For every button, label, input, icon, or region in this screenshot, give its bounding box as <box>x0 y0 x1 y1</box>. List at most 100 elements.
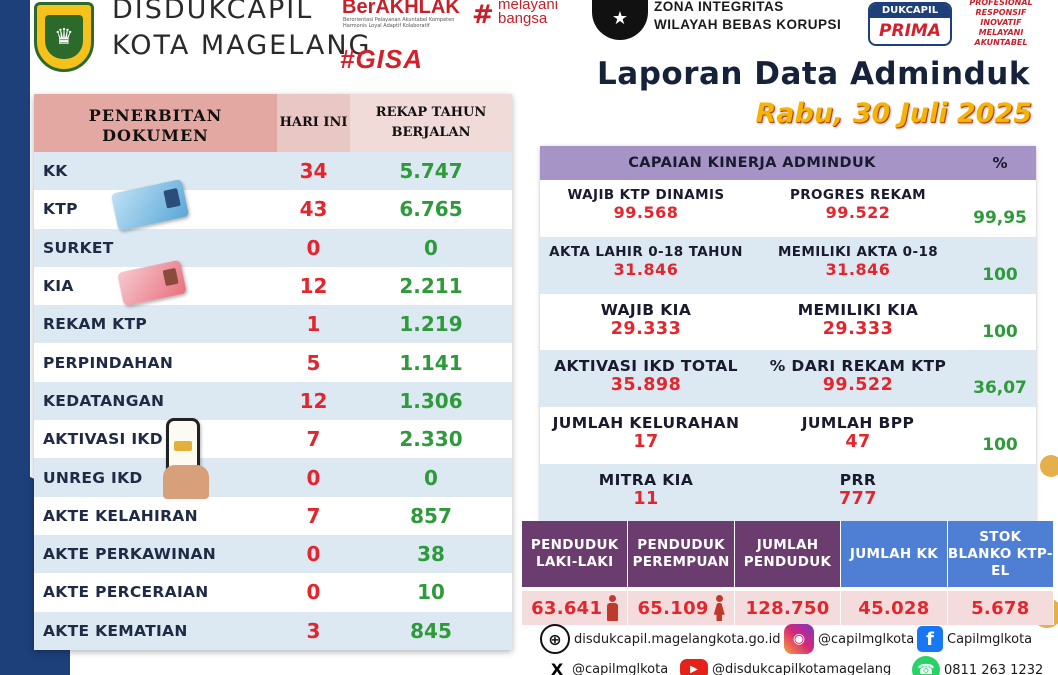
performance-table: CAPAIAN KINERJA ADMINDUK % WAJIB KTP DIN… <box>540 146 1036 521</box>
doc-ytd: 2.330 <box>399 427 463 452</box>
website-text: disdukcapil.magelangkota.go.id <box>574 631 781 647</box>
performance-row: JUMLAH KELURAHAN 17 JUMLAH BPP 47 100 <box>540 407 1036 464</box>
doc-today: 34 <box>299 159 328 184</box>
table-row: UNREG IKD 0 0 <box>34 458 512 497</box>
metric-label: JUMLAH KELURAHAN <box>552 414 740 433</box>
facebook-link[interactable]: f Capilmglkota <box>917 626 1032 652</box>
whatsapp-text: 0811 263 1232 <box>944 662 1044 675</box>
metric-label: PROGRES REKAM <box>789 187 927 203</box>
doc-today: 7 <box>306 503 321 528</box>
metric-value: 31.846 <box>825 259 891 279</box>
dukcapil-prima-logo: DUKCAPIL PRIMA <box>868 2 952 46</box>
doc-today: 0 <box>306 542 321 567</box>
youtube-icon: ▶ <box>680 659 708 675</box>
x-icon: X <box>546 658 568 675</box>
metric-value: 47 <box>845 432 871 453</box>
metric-label: WAJIB KIA <box>600 300 692 319</box>
metric-label: MEMILIKI AKTA 0-18 <box>777 243 939 260</box>
performance-row: AKTIVASI IKD TOTAL 35.898 % DARI REKAM KT… <box>540 350 1036 408</box>
table-row: AKTE PERCERAIAN 0 10 <box>34 573 512 612</box>
doc-today: 43 <box>299 197 328 222</box>
table-row: AKTE KELAHIRAN 7 857 <box>34 496 512 535</box>
prima-values: PROFESIONAL RESPONSIF INOVATIF MELAYANI … <box>969 0 1033 47</box>
berakhlak-tagline: Berorientasi Pelayanan Akuntabel Kompete… <box>343 17 455 29</box>
prima-top: DUKCAPIL <box>870 4 950 18</box>
globe-icon: ⊕ <box>540 624 570 654</box>
doc-ytd: 6.765 <box>399 197 463 222</box>
metric-value: 99.522 <box>825 203 891 222</box>
metric-value: 17 <box>633 432 659 453</box>
facebook-icon: f <box>917 626 943 652</box>
female-icon <box>713 595 725 621</box>
performance-row: WAJIB KTP DINAMIS 99.568 PROGRES REKAM 99.… <box>540 180 1036 237</box>
pop-header-blanko: STOK BLANKO KTP-EL <box>947 521 1055 587</box>
metric-label: JUMLAH BPP <box>801 414 915 433</box>
population-summary: PENDUDUK LAKI-LAKI PENDUDUK PEREMPUAN JU… <box>522 521 1055 625</box>
youtube-link[interactable]: ▶ @disdukcapilkotamagelang <box>680 659 891 675</box>
metric-label: AKTIVASI IKD TOTAL <box>554 357 738 376</box>
doc-name: SURKET <box>43 238 114 257</box>
performance-pct-header: % <box>992 154 1008 172</box>
metric-value: 99.522 <box>822 375 894 396</box>
report-title: Laporan Data Adminduk <box>597 56 1030 92</box>
doc-name: AKTE KELAHIRAN <box>43 506 198 525</box>
report-date: Rabu, 30 Juli 2025 <box>755 98 1032 129</box>
zona-integritas-text: ZONA INTEGRITAS WILAYAH BEBAS KORUPSI <box>654 0 841 34</box>
table-row: AKTIVASI IKD 7 2.330 <box>34 420 512 459</box>
performance-header: CAPAIAN KINERJA ADMINDUK % <box>540 146 1036 180</box>
doc-ytd: 38 <box>417 542 445 567</box>
pop-header-total: JUMLAH PENDUDUK <box>734 521 842 587</box>
table-row: SURKET 0 0 <box>34 228 512 267</box>
website-link[interactable]: ⊕ disdukcapil.magelangkota.go.id <box>540 624 781 654</box>
pop-header-kk: JUMLAH KK <box>841 521 948 587</box>
doc-ytd: 10 <box>417 580 445 605</box>
instagram-link[interactable]: ◉ @capilmglkota <box>784 624 914 654</box>
doc-name: KTP <box>43 200 78 219</box>
metric-value: 777 <box>838 488 878 509</box>
doc-name: AKTIVASI IKD <box>43 430 163 449</box>
doc-name: KIA <box>43 277 74 296</box>
decor-dot <box>1040 455 1058 477</box>
col-header-document: PENERBITAN DOKUMEN <box>34 94 277 152</box>
doc-ytd: 857 <box>410 503 452 528</box>
org-name: DISDUKCAPIL KOTA MAGELANG <box>112 0 371 64</box>
doc-today: 3 <box>306 618 321 643</box>
metric-value: 29.333 <box>822 318 894 339</box>
pop-value-female: 65.109 <box>628 591 735 625</box>
pop-value-male: 63.641 <box>522 591 629 625</box>
contact-footer: ⊕ disdukcapil.magelangkota.go.id ◉ @capilm… <box>540 624 1058 675</box>
doc-ytd: 1.141 <box>399 350 463 375</box>
table-row: AKTE PERKAWINAN 0 38 <box>34 534 512 574</box>
performance-row: MITRA KIA 11 PRR 777 <box>540 463 1036 521</box>
doc-today: 0 <box>306 235 321 260</box>
doc-name: KEDATANGAN <box>43 391 165 410</box>
doc-ytd: 845 <box>410 618 452 643</box>
metric-label: AKTA LAHIR 0-18 TAHUN <box>549 243 743 260</box>
zona-integritas-emblem-icon: ★ <box>592 0 648 40</box>
org-name-line2: KOTA MAGELANG <box>112 30 372 61</box>
pop-value-total: 128.750 <box>735 591 842 625</box>
pop-header-female: PENDUDUK PEREMPUAN <box>628 521 735 587</box>
instagram-text: @capilmglkota <box>818 631 915 647</box>
population-values: 63.641 65.109 128.750 45.028 5.678 <box>522 591 1055 625</box>
instagram-icon: ◉ <box>784 624 814 654</box>
performance-row: WAJIB KIA 29.333 MEMILIKI KIA 29.333 100 <box>540 294 1036 351</box>
table-body: KK 34 5.747 KTP 43 6.765 SURKET 0 0 KIA 12 2.211… <box>34 152 512 650</box>
pop-value-male-text: 63.641 <box>531 597 603 619</box>
doc-today: 5 <box>306 350 321 375</box>
berakhlak-logo: BerAKHLAK <box>342 0 460 18</box>
metric-value: 29.333 <box>610 318 682 339</box>
x-link[interactable]: X @capilmglkota <box>546 658 668 675</box>
whatsapp-icon: ☎ <box>912 656 940 675</box>
table-row: KEDATANGAN 12 1.306 <box>34 381 512 421</box>
doc-today: 12 <box>299 388 328 413</box>
doc-today: 0 <box>306 465 321 490</box>
metric-label: PRR <box>839 470 877 489</box>
doc-today: 0 <box>306 580 321 605</box>
zi-line2: WILAYAH BEBAS KORUPSI <box>654 17 842 32</box>
phone-ikd-icon <box>163 418 209 499</box>
zi-line1: ZONA INTEGRITAS <box>654 0 784 14</box>
metric-value: 99.568 <box>613 203 679 222</box>
whatsapp-link[interactable]: ☎ 0811 263 1232 <box>912 656 1043 675</box>
metric-label: % DARI REKAM KTP <box>769 357 947 376</box>
